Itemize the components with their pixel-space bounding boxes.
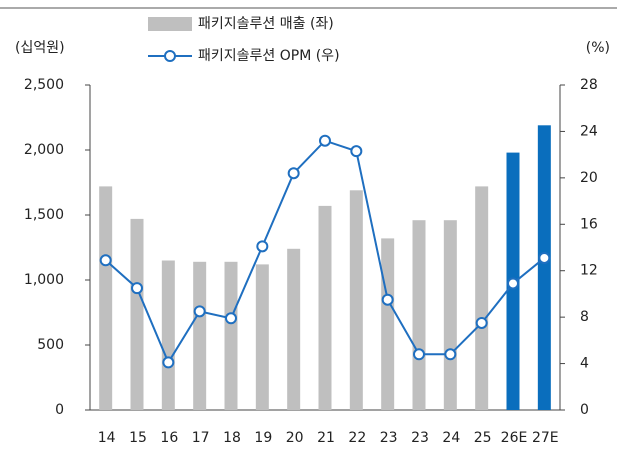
y2-tick-label: 24 — [580, 123, 598, 139]
x-tick-label: 15 — [129, 430, 147, 446]
x-tick-label: 22 — [348, 430, 366, 446]
bar — [537, 125, 551, 411]
x-tick-label: 26E — [501, 430, 528, 446]
bar — [412, 220, 426, 410]
legend-swatch — [148, 17, 192, 31]
y-tick-label: 0 — [55, 402, 64, 418]
bar — [224, 261, 238, 410]
line-point — [162, 356, 175, 369]
line-point — [193, 305, 206, 318]
x-tick-label: 17 — [192, 430, 210, 446]
bar — [161, 260, 175, 410]
y-tick-label: 1,000 — [24, 272, 64, 288]
line-point — [444, 348, 457, 361]
y2-tick-label: 16 — [580, 216, 598, 232]
x-tick-label: 25 — [474, 430, 492, 446]
x-tick-label: 18 — [223, 430, 241, 446]
x-tick-label: 24 — [442, 430, 460, 446]
bar — [99, 186, 113, 410]
y-axis-label: (십억원) — [15, 40, 65, 56]
line-point — [319, 134, 331, 147]
bar — [255, 264, 269, 410]
bar — [349, 190, 363, 410]
line-point — [225, 312, 237, 325]
y-tick-label: 1,500 — [24, 207, 64, 223]
legend-label: 패키지솔루션 OPM (우) — [198, 48, 340, 64]
bar — [318, 205, 332, 410]
y2-axis-label: (%) — [586, 40, 610, 56]
line-point — [413, 348, 425, 361]
bar — [381, 238, 395, 410]
y-tick-label: 2,000 — [24, 142, 64, 158]
x-tick-label: 20 — [286, 430, 304, 446]
bar — [475, 186, 489, 410]
x-tick-label: 27E — [532, 430, 559, 446]
legend-marker — [164, 50, 176, 62]
x-tick-label: 16 — [160, 430, 178, 446]
y2-tick-label: 28 — [580, 77, 598, 93]
line-point — [381, 293, 394, 306]
x-tick-label: 14 — [98, 430, 116, 446]
line-point — [475, 316, 488, 329]
bar — [443, 220, 457, 410]
x-tick-label: 21 — [317, 430, 335, 446]
y-tick-label: 500 — [37, 337, 64, 353]
line-point — [538, 251, 551, 264]
y2-tick-label: 12 — [580, 263, 598, 279]
x-tick-label: 23 — [380, 430, 398, 446]
line-point — [131, 282, 143, 295]
y2-tick-label: 8 — [580, 309, 589, 325]
bar — [287, 248, 301, 410]
y2-tick-label: 4 — [580, 356, 589, 372]
bar — [130, 218, 144, 410]
bar — [193, 261, 207, 410]
line-point — [350, 145, 363, 158]
line-point — [99, 254, 112, 267]
y-tick-label: 2,500 — [24, 77, 64, 93]
legend-label: 패키지솔루션 매출 (좌) — [198, 16, 334, 32]
line-point — [256, 240, 269, 253]
line-point — [507, 277, 519, 290]
line-point — [287, 167, 300, 180]
y2-tick-label: 20 — [580, 170, 598, 186]
x-tick-label: 19 — [254, 430, 272, 446]
x-tick-label: 23 — [411, 430, 429, 446]
y2-tick-label: 0 — [580, 402, 589, 418]
